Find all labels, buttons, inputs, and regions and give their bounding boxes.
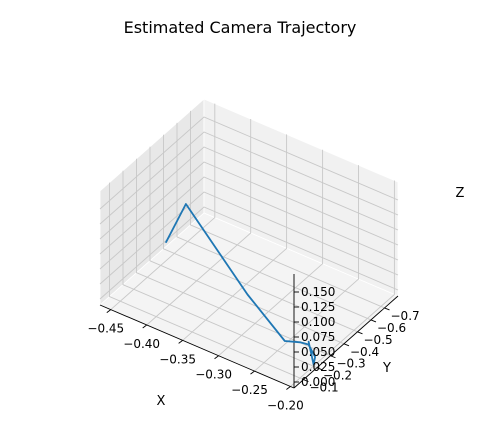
y-tick-mark	[370, 319, 377, 323]
x-gridline	[182, 134, 288, 341]
tick-labels: −0.45−0.40−0.35−0.30−0.25−0.20−0.7−0.6−0…	[87, 285, 419, 413]
x-tick-mark	[214, 355, 219, 360]
y-tick-label: −0.6	[377, 321, 406, 335]
z-axis-label: Z	[456, 186, 465, 201]
axis-lines	[99, 274, 399, 389]
x-tick-mark	[286, 386, 291, 390]
trajectory-line	[165, 203, 317, 366]
z-gridline	[99, 191, 399, 285]
x-tick-label: −0.35	[159, 352, 196, 366]
y-tick-label: −0.1	[310, 381, 339, 395]
z-gridline	[99, 206, 399, 300]
x-gridline	[146, 119, 252, 326]
y-tick-mark	[384, 307, 390, 311]
y-gridline	[190, 110, 385, 309]
x-axis-label: X	[157, 394, 166, 409]
gridlines	[99, 103, 399, 387]
y-tick-mark	[303, 379, 309, 383]
x-tick-label: −0.45	[87, 322, 124, 336]
y-gridline	[149, 146, 345, 345]
y-gridline	[122, 170, 318, 369]
x-gridline	[254, 165, 359, 372]
y-gridline	[136, 158, 331, 357]
y-tick-label: −0.4	[350, 345, 379, 359]
y-gridline	[176, 122, 372, 321]
z-tick-label: 0.025	[301, 360, 335, 374]
y-tick-mark	[316, 367, 323, 371]
y-tick-mark	[330, 355, 336, 359]
y-axis-line	[293, 295, 399, 389]
x-tick-mark	[250, 370, 255, 375]
y-axis-label: Y	[382, 361, 391, 376]
z-gridline	[99, 176, 399, 270]
x-tick-label: −0.30	[195, 368, 232, 382]
y-tick-label: −0.5	[364, 333, 393, 347]
y-tick-label: −0.2	[323, 369, 352, 383]
x-tick-label: −0.25	[231, 383, 268, 397]
z-tick-label: 0.050	[301, 345, 335, 359]
x-tick-label: −0.40	[123, 337, 160, 351]
chart-title: Estimated Camera Trajectory	[124, 18, 357, 37]
x-gridline	[218, 149, 324, 357]
x-tick-mark	[142, 324, 147, 329]
z-tick-label: 0.125	[301, 300, 335, 314]
y-tick-label: −0.3	[337, 357, 366, 371]
x-gridline	[110, 103, 216, 310]
y-gridline	[163, 134, 358, 333]
z-tick-label: 0.000	[301, 375, 335, 389]
z-gridline	[99, 161, 399, 255]
x-tick-label: −0.20	[267, 399, 304, 413]
z-gridline	[99, 116, 399, 210]
z-gridline	[99, 146, 399, 240]
z-tick-label: 0.075	[301, 330, 335, 344]
x-gridline	[290, 180, 395, 387]
y-gridline	[109, 182, 304, 381]
series-layer	[165, 203, 317, 366]
z-tick-label: 0.150	[301, 285, 335, 299]
x-tick-mark	[106, 309, 112, 313]
y-tick-label: −0.7	[391, 309, 420, 323]
y-tick-mark	[357, 331, 363, 335]
x-tick-mark	[178, 339, 183, 344]
y-tick-mark	[343, 343, 350, 347]
z-tick-label: 0.100	[301, 315, 335, 329]
z-gridline	[99, 131, 399, 225]
x-axis-line	[99, 304, 295, 389]
